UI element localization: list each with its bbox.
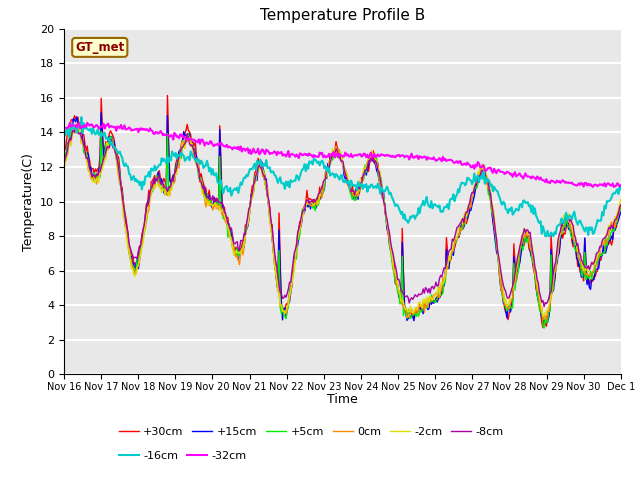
+5cm — [60, 157, 68, 163]
+15cm — [568, 234, 576, 240]
-32cm — [610, 184, 618, 190]
Text: GT_met: GT_met — [75, 41, 124, 54]
-8cm — [234, 247, 242, 252]
+5cm — [617, 204, 625, 210]
Line: -8cm: -8cm — [64, 126, 621, 307]
-8cm — [73, 123, 81, 129]
-32cm — [83, 120, 91, 126]
-16cm — [470, 171, 478, 177]
-2cm — [539, 313, 547, 319]
+30cm — [617, 207, 625, 213]
0cm — [568, 228, 576, 234]
-16cm — [543, 233, 550, 239]
-16cm — [60, 133, 68, 139]
-8cm — [373, 161, 381, 167]
-32cm — [373, 153, 381, 159]
+30cm — [234, 247, 242, 252]
0cm — [539, 317, 547, 323]
Title: Temperature Profile B: Temperature Profile B — [260, 9, 425, 24]
-8cm — [296, 221, 304, 227]
-2cm — [617, 197, 625, 203]
-32cm — [470, 166, 478, 172]
-16cm — [617, 186, 625, 192]
Line: -32cm: -32cm — [64, 123, 621, 187]
0cm — [617, 204, 625, 209]
+5cm — [540, 325, 548, 331]
-32cm — [399, 153, 407, 158]
Line: -16cm: -16cm — [64, 117, 621, 236]
-16cm — [77, 114, 85, 120]
+15cm — [617, 209, 625, 215]
-8cm — [60, 161, 68, 167]
-2cm — [296, 225, 304, 230]
+30cm — [568, 239, 576, 244]
0cm — [399, 304, 407, 310]
+30cm — [164, 93, 172, 98]
+15cm — [60, 156, 68, 162]
-16cm — [399, 216, 407, 221]
+5cm — [234, 253, 242, 259]
+30cm — [373, 160, 381, 166]
X-axis label: Time: Time — [327, 394, 358, 407]
-8cm — [399, 291, 407, 297]
Line: +5cm: +5cm — [64, 123, 621, 328]
0cm — [470, 184, 478, 190]
0cm — [373, 164, 381, 170]
-32cm — [567, 180, 575, 186]
-8cm — [568, 220, 576, 226]
-2cm — [399, 299, 407, 305]
-32cm — [60, 124, 68, 130]
-2cm — [70, 123, 78, 129]
-2cm — [234, 251, 242, 256]
-8cm — [470, 186, 478, 192]
Line: 0cm: 0cm — [64, 123, 621, 320]
0cm — [296, 224, 304, 229]
+30cm — [399, 267, 407, 273]
-16cm — [234, 190, 242, 196]
-8cm — [540, 304, 548, 310]
0cm — [73, 120, 81, 126]
0cm — [234, 257, 242, 263]
Line: +30cm: +30cm — [64, 96, 621, 327]
+15cm — [296, 223, 304, 229]
-2cm — [568, 222, 576, 228]
+5cm — [373, 155, 381, 161]
Line: +15cm: +15cm — [64, 113, 621, 322]
+15cm — [470, 193, 478, 199]
-2cm — [373, 157, 381, 163]
+30cm — [470, 190, 478, 195]
+30cm — [296, 218, 304, 224]
+15cm — [97, 110, 105, 116]
-16cm — [568, 216, 576, 222]
-8cm — [617, 202, 625, 208]
-2cm — [60, 169, 68, 175]
+5cm — [568, 235, 576, 240]
+15cm — [399, 273, 407, 279]
+5cm — [296, 231, 304, 237]
+30cm — [539, 324, 547, 330]
-32cm — [617, 182, 625, 188]
-32cm — [234, 144, 242, 150]
-2cm — [470, 182, 478, 188]
Line: -2cm: -2cm — [64, 126, 621, 316]
Y-axis label: Temperature(C): Temperature(C) — [22, 153, 35, 251]
+15cm — [373, 168, 381, 174]
+5cm — [399, 312, 407, 318]
+5cm — [74, 120, 82, 126]
+15cm — [544, 319, 552, 325]
Legend: -16cm, -32cm: -16cm, -32cm — [114, 447, 251, 466]
+30cm — [60, 149, 68, 155]
0cm — [60, 161, 68, 167]
-16cm — [373, 185, 381, 191]
-32cm — [296, 151, 304, 156]
+15cm — [234, 257, 242, 263]
-16cm — [296, 173, 304, 179]
+5cm — [470, 187, 478, 192]
